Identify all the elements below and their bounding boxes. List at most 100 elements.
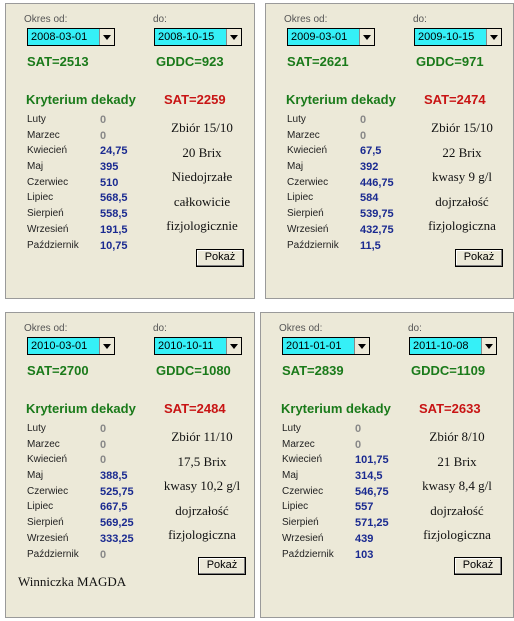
month-row: Październik 10,75 [27,240,147,256]
month-name: Wrzesień [287,223,329,235]
criterion-sat: SAT=2474 [424,92,486,107]
month-value: 67,5 [360,145,382,158]
show-button[interactable]: Pokaż [198,557,246,575]
chevron-down-icon[interactable] [354,338,369,354]
harvest-note: Zbiór 8/10 [429,429,485,444]
harvest-note: fizjologiczna [423,527,491,542]
month-value: 0 [100,129,107,142]
month-name: Maj [287,161,304,173]
period-from-value: 2011-01-01 [286,340,342,352]
month-row: Kwiecień 0 [27,454,147,470]
period-from-select[interactable]: 2010-03-01 [27,337,115,355]
period-to-value: 2010-10-11 [158,340,214,352]
chevron-down-icon[interactable] [486,29,501,45]
harvest-note: 20 Brix [182,144,222,160]
month-row: Wrzesień 439 [282,533,402,549]
monthly-table: Luty 0 Marzec 0 Kwiecień 101,75 Maj 314,5 Czerwi… [282,423,402,564]
criterion-header: Kryterium dekady [26,401,136,416]
harvest-note: kwasy 9 g/l [432,169,492,184]
period-from-select[interactable]: 2011-01-01 [282,337,370,355]
month-value: 439 [355,532,374,545]
criterion-header: Kryterium dekady [286,92,396,107]
month-value: 0 [360,114,367,126]
show-button[interactable]: Pokaż [196,249,244,267]
period-to-select[interactable]: 2011-10-08 [409,337,497,355]
month-value: 0 [100,548,107,561]
month-row: Sierpień 558,5 [27,208,147,224]
period-to-select[interactable]: 2010-10-11 [154,337,242,355]
month-name: Październik [27,239,79,251]
period-from-select[interactable]: 2008-03-01 [27,28,115,46]
month-name: Wrzesień [282,532,324,544]
show-button[interactable]: Pokaż [455,249,503,267]
period-to-select[interactable]: 2008-10-15 [154,28,242,46]
harvest-note: dojrzałość [435,193,489,209]
period-to-value: 2009-10-15 [418,31,475,43]
chevron-down-icon[interactable] [99,29,114,45]
month-row: Czerwiec 525,75 [27,486,147,502]
month-name: Marzec [287,129,320,141]
month-value: 11,5 [360,239,381,252]
sat-total: SAT=2513 [27,54,89,69]
month-name: Sierpień [287,208,324,220]
chevron-down-icon[interactable] [481,338,496,354]
month-name: Lipiec [287,192,314,204]
month-row: Luty 0 [287,114,407,130]
month-row: Październik 11,5 [287,240,407,256]
month-row: Lipiec 584 [287,192,407,208]
month-name: Czerwiec [27,485,69,497]
month-row: Marzec 0 [287,130,407,146]
month-value: 432,75 [360,223,394,236]
chevron-down-icon[interactable] [99,338,114,354]
month-value: 525,75 [100,485,134,498]
harvest-notes: Zbiór 15/10 22 Brix kwasy 9 g/l dojrzałość f… [401,116,514,239]
period-from-label: Okres od: [24,14,68,25]
month-value: 557 [355,501,374,514]
chevron-down-icon[interactable] [226,338,241,354]
month-value: 101,75 [355,454,389,467]
month-row: Czerwiec 546,75 [282,486,402,502]
show-button[interactable]: Pokaż [454,557,502,575]
period-to-label: do: [153,14,167,25]
harvest-note: 21 Brix [437,453,477,469]
period-from-select[interactable]: 2009-03-01 [287,28,375,46]
month-name: Marzec [282,438,315,450]
period-to-label: do: [413,14,427,25]
period-to-label: do: [153,323,167,334]
chevron-down-icon[interactable] [359,29,374,45]
period-to-select[interactable]: 2009-10-15 [414,28,502,46]
month-row: Wrzesień 333,25 [27,533,147,549]
month-value: 0 [100,454,107,467]
month-row: Maj 388,5 [27,470,147,486]
month-row: Kwiecień 24,75 [27,145,147,161]
harvest-notes: Zbiór 11/10 17,5 Brix kwasy 10,2 g/l dojrza… [141,425,263,548]
month-name: Lipiec [27,192,54,204]
month-row: Sierpień 539,75 [287,208,407,224]
month-name: Luty [287,114,306,125]
month-value: 0 [355,438,362,451]
month-value: 24,75 [100,145,128,158]
harvest-notes: Zbiór 15/10 20 Brix Niedojrzałe całkowicie f… [141,116,263,239]
month-row: Marzec 0 [27,130,147,146]
criterion-sat: SAT=2633 [419,401,481,416]
month-name: Sierpień [27,517,64,529]
harvest-note: Niedojrzałe [171,169,233,184]
month-value: 446,75 [360,176,394,189]
month-row: Lipiec 568,5 [27,192,147,208]
month-value: 10,75 [100,239,128,252]
month-name: Czerwiec [282,485,324,497]
month-row: Luty 0 [27,423,147,439]
month-row: Kwiecień 67,5 [287,145,407,161]
month-value: 569,25 [100,517,134,530]
footer-caption: Winniczka MAGDA [18,574,127,589]
chevron-down-icon[interactable] [226,29,241,45]
month-value: 395 [100,161,119,174]
month-row: Sierpień 569,25 [27,517,147,533]
month-name: Maj [27,161,44,173]
month-name: Lipiec [27,501,54,513]
month-value: 510 [100,176,119,189]
month-row: Lipiec 667,5 [27,501,147,517]
period-to-label: do: [408,323,422,334]
month-row: Lipiec 557 [282,501,402,517]
month-row: Luty 0 [282,423,402,439]
